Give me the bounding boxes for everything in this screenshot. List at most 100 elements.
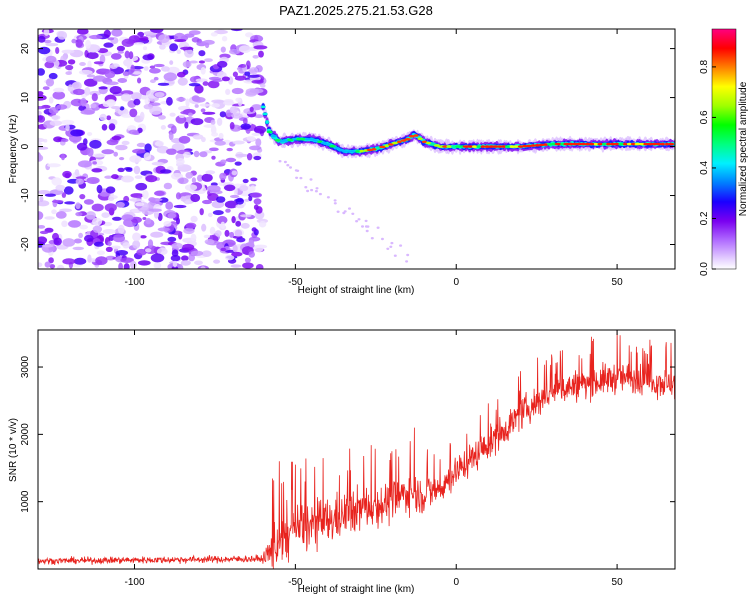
spectrogram-noise-cell bbox=[289, 166, 292, 169]
spectrogram-noise-cell bbox=[65, 71, 72, 75]
spectrogram-noise-cell bbox=[134, 175, 143, 180]
spectrogram-noise-cell bbox=[250, 185, 256, 192]
spectrogram-noise-cell bbox=[137, 77, 142, 84]
spectrogram-noise-cell bbox=[39, 230, 49, 235]
spectrogram-noise-cell bbox=[249, 67, 259, 75]
spectrogram-noise-cell bbox=[283, 160, 287, 164]
spectrogram-signal-core bbox=[287, 138, 294, 142]
spectrogram-noise-cell bbox=[191, 177, 196, 184]
spectrogram-signal-core bbox=[359, 149, 364, 153]
x-tick-label: 0 bbox=[453, 277, 459, 288]
spectrogram-noise-cell bbox=[92, 75, 107, 82]
spectrogram-noise-cell bbox=[103, 29, 111, 38]
spectrogram-noise-cell bbox=[258, 220, 267, 228]
spectrogram-noise-cell bbox=[154, 92, 165, 98]
spectrogram-noise-cell bbox=[390, 241, 394, 245]
spectrogram-noise-cell bbox=[180, 110, 191, 115]
spectrogram-noise-cell bbox=[130, 216, 142, 224]
spectrogram-noise-cell bbox=[188, 112, 193, 117]
spectrogram-signal-core bbox=[606, 142, 611, 146]
spectrogram-signal-core bbox=[505, 145, 511, 148]
spectrogram-noise-cell bbox=[171, 242, 183, 249]
spectrogram-noise-cell bbox=[251, 79, 264, 84]
spectrogram-noise-cell bbox=[56, 104, 68, 110]
spectrogram-noise-cell bbox=[119, 106, 125, 111]
spectrogram-signal-core bbox=[580, 142, 587, 146]
spectrogram-signal-core bbox=[668, 142, 675, 146]
spectrogram-signal-core bbox=[597, 142, 603, 146]
spectrogram-noise-cell bbox=[172, 260, 178, 268]
spectrogram-noise-cell bbox=[98, 86, 108, 90]
spectrogram-noise-cell bbox=[184, 33, 195, 38]
spectrogram-noise-cell bbox=[75, 39, 83, 48]
spectrogram-noise-cell bbox=[169, 60, 174, 65]
spectrogram-noise-cell bbox=[229, 231, 235, 238]
spectrogram-noise-cell bbox=[176, 264, 184, 269]
spectrogram-noise-cell bbox=[220, 247, 227, 252]
spectrogram-noise-cell bbox=[38, 236, 48, 245]
spectrogram-signal-core bbox=[492, 145, 499, 148]
spectrogram-noise-cell bbox=[87, 147, 94, 157]
spectrogram-noise-cell bbox=[94, 241, 104, 247]
colorbar-ticks: 0.0 0.2 0.4 0.6 0.8 bbox=[699, 60, 716, 276]
spectrogram-signal-core bbox=[660, 142, 665, 146]
spectrogram-signal-core bbox=[554, 142, 562, 146]
spectrogram-noise-cell bbox=[253, 198, 262, 205]
spectrogram-noise-cell bbox=[77, 160, 92, 168]
spectrogram-noise-cell bbox=[201, 173, 213, 182]
spectrogram-noise-cell bbox=[122, 71, 130, 76]
spectrogram-noise-cell bbox=[247, 74, 260, 78]
spectrogram-noise-cell bbox=[259, 83, 266, 88]
spectrogram-signal-core bbox=[588, 142, 595, 146]
spectrogram-noise-cell bbox=[154, 190, 165, 196]
spectrogram-noise-cell bbox=[120, 257, 134, 264]
spectrogram-noise-cell bbox=[72, 246, 85, 251]
spectrogram-signal-core bbox=[467, 145, 474, 148]
spectrogram-signal-core bbox=[455, 145, 461, 148]
spectrogram-noise-cell bbox=[107, 99, 116, 107]
spectrogram-noise-cell bbox=[234, 75, 246, 81]
spectrogram-noise-cell bbox=[55, 211, 67, 219]
spectrogram-signal-core bbox=[384, 144, 389, 147]
spectrogram-noise-cell bbox=[211, 132, 219, 137]
spectrogram-noise-cell bbox=[53, 237, 62, 246]
spectrogram-noise-cell bbox=[232, 71, 238, 78]
spectrogram-noise-cell bbox=[202, 81, 209, 86]
spectrogram-noise-cell bbox=[157, 227, 170, 232]
spectrogram-signal-core bbox=[342, 150, 348, 153]
spectrogram-noise-cell bbox=[111, 245, 121, 250]
spectrogram-noise-cell bbox=[201, 223, 207, 232]
spectrogram-noise-cell bbox=[80, 97, 87, 107]
spectrogram-noise-cell bbox=[151, 161, 165, 166]
spectrogram-noise-cell bbox=[123, 263, 130, 269]
spectrogram-signal-core bbox=[347, 150, 352, 153]
spectrogram-noise-cell bbox=[92, 161, 97, 165]
spectrogram-noise-cell bbox=[239, 64, 246, 68]
spectrogram-noise-cell bbox=[278, 160, 282, 163]
spectrogram-noise-cell bbox=[92, 225, 103, 233]
spectrogram-signal-core bbox=[484, 145, 490, 148]
spectrogram-noise-cell bbox=[44, 261, 51, 268]
spectrogram-noise-cell bbox=[149, 68, 161, 74]
spectrogram-noise-cell bbox=[130, 64, 135, 74]
spectrogram-noise-cell bbox=[105, 255, 116, 261]
spectrogram-noise-cell bbox=[62, 170, 72, 178]
spectrogram-noise-cell bbox=[333, 199, 337, 202]
spectrogram-noise-cell bbox=[109, 64, 118, 69]
spectrogram-signal-core bbox=[480, 145, 486, 148]
spectrogram-signal-core bbox=[371, 147, 377, 151]
spectrogram-noise-cell bbox=[210, 32, 218, 37]
spectrogram-noise-cell bbox=[192, 134, 204, 140]
spectrogram-noise-cell bbox=[38, 152, 42, 162]
colorbar: 0.0 0.2 0.4 0.6 0.8 Normalized spectral ampl… bbox=[699, 28, 749, 276]
spectrogram-noise-cell bbox=[166, 96, 173, 106]
spectrogram-noise-cell bbox=[111, 106, 121, 110]
spectrogram-noise-cell bbox=[73, 238, 82, 244]
spectrogram-noise-cell bbox=[163, 220, 172, 227]
spectrogram-noise-cell bbox=[84, 234, 94, 243]
spectrogram-signal-core bbox=[538, 143, 545, 147]
spectrogram-noise-cell bbox=[176, 49, 181, 54]
spectrogram-noise-cell bbox=[147, 239, 154, 249]
spectrogram-noise-cell bbox=[209, 226, 216, 235]
